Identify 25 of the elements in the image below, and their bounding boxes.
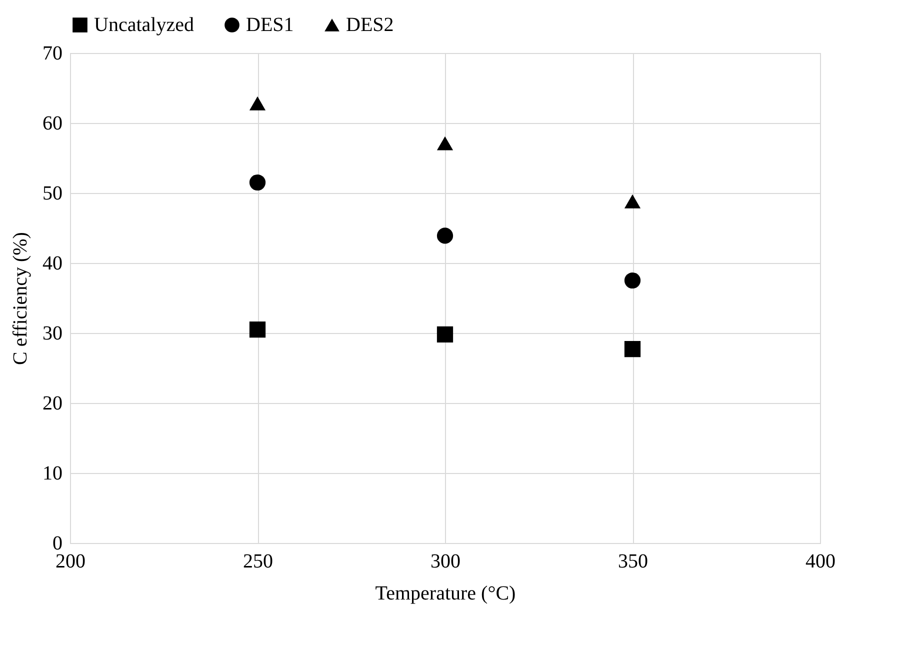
y-tick-label: 20 <box>42 392 62 414</box>
legend-label: Uncatalyzed <box>94 14 194 36</box>
point <box>624 272 641 289</box>
y-tick-label: 30 <box>42 322 62 344</box>
y-tick-label: 40 <box>42 252 62 274</box>
y-tick-label: 50 <box>42 182 62 204</box>
y-tick-label: 60 <box>42 112 62 134</box>
x-axis-title: Temperature (°C) <box>375 582 516 604</box>
y-axis-title: C efficiency (%) <box>10 232 32 365</box>
legend-label: DES2 <box>346 14 394 36</box>
point <box>436 228 454 244</box>
x-tick-label: 250 <box>243 550 273 572</box>
x-tick-label: 350 <box>618 550 648 572</box>
y-tick-label: 10 <box>42 462 62 484</box>
point <box>436 326 454 342</box>
point <box>436 136 454 150</box>
point <box>249 96 266 110</box>
point <box>624 194 641 208</box>
x-tick-label: 300 <box>430 550 460 572</box>
point <box>624 341 641 358</box>
point <box>249 321 266 338</box>
x-tick-label: 400 <box>806 550 836 572</box>
point <box>249 174 266 191</box>
legend-label: DES1 <box>246 14 294 36</box>
y-tick-label: 70 <box>42 42 62 64</box>
